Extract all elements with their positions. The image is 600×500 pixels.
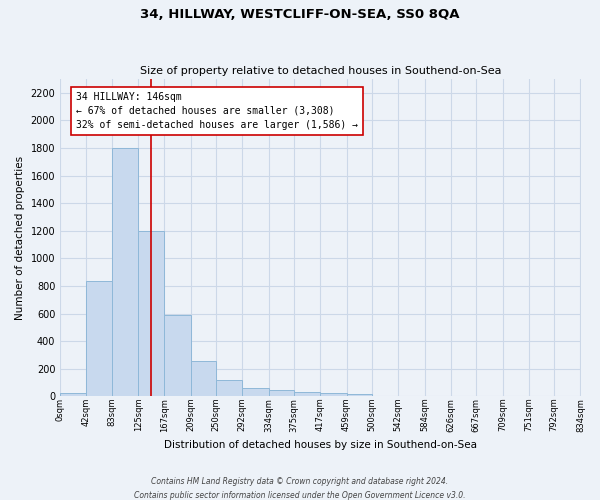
Bar xyxy=(294,392,320,396)
Bar xyxy=(216,380,242,396)
Text: 34, HILLWAY, WESTCLIFF-ON-SEA, SS0 8QA: 34, HILLWAY, WESTCLIFF-ON-SEA, SS0 8QA xyxy=(140,8,460,20)
Text: 34 HILLWAY: 146sqm
← 67% of detached houses are smaller (3,308)
32% of semi-deta: 34 HILLWAY: 146sqm ← 67% of detached hou… xyxy=(76,92,358,130)
Bar xyxy=(138,231,164,396)
Y-axis label: Number of detached properties: Number of detached properties xyxy=(15,156,25,320)
Bar xyxy=(164,315,191,396)
Bar xyxy=(347,394,372,396)
Bar xyxy=(269,390,294,396)
Bar xyxy=(242,388,269,396)
Bar xyxy=(112,148,138,396)
Bar xyxy=(60,393,86,396)
Text: Contains HM Land Registry data © Crown copyright and database right 2024.
Contai: Contains HM Land Registry data © Crown c… xyxy=(134,478,466,500)
Title: Size of property relative to detached houses in Southend-on-Sea: Size of property relative to detached ho… xyxy=(140,66,501,76)
Bar xyxy=(86,281,112,396)
X-axis label: Distribution of detached houses by size in Southend-on-Sea: Distribution of detached houses by size … xyxy=(164,440,477,450)
Bar xyxy=(320,393,347,396)
Bar xyxy=(191,361,216,396)
